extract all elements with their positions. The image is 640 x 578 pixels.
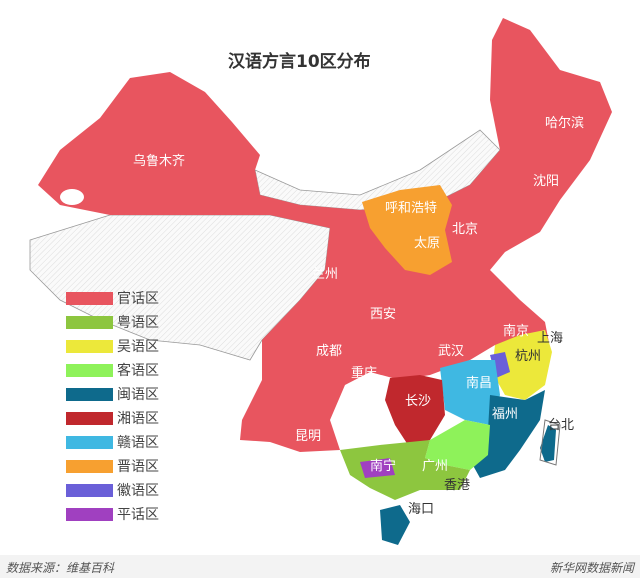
legend-label: 吴语区	[117, 339, 159, 355]
taiwan-outline	[539, 419, 561, 466]
legend-label: 赣语区	[117, 435, 159, 451]
city-label: 海口	[408, 502, 435, 517]
legend-item: 官话区	[66, 286, 159, 310]
city-label: 太原	[414, 236, 441, 251]
legend-swatch	[66, 291, 113, 305]
city-label: 重庆	[351, 366, 378, 381]
legend-label: 官话区	[117, 291, 159, 307]
legend-swatch	[66, 339, 113, 353]
region-ping	[360, 458, 395, 478]
region-gan	[440, 360, 500, 425]
legend: 官话区粤语区吴语区客语区闽语区湘语区赣语区晋语区徽语区平话区	[66, 286, 159, 526]
region-guanhua	[38, 18, 612, 452]
map-title: 汉语方言10区分布	[228, 52, 371, 72]
legend-label: 湘语区	[117, 411, 159, 427]
legend-item: 客语区	[66, 358, 159, 382]
legend-label: 平话区	[117, 507, 159, 523]
city-label: 昆明	[295, 429, 322, 444]
legend-swatch	[66, 483, 113, 497]
legend-item: 吴语区	[66, 334, 159, 358]
brand-credit: 新华网数据新闻	[549, 561, 634, 575]
city-label: 台北	[548, 418, 575, 433]
city-label: 长沙	[405, 394, 432, 409]
city-label: 南昌	[466, 376, 493, 391]
city-label: 杭州	[515, 349, 542, 364]
city-label: 广州	[422, 459, 449, 474]
city-label: 沈阳	[533, 174, 560, 189]
city-label: 北京	[452, 222, 479, 237]
legend-item: 晋语区	[66, 454, 159, 478]
legend-swatch	[66, 363, 113, 377]
city-label: 武汉	[438, 344, 465, 359]
region-jin	[362, 185, 452, 275]
data-source: 数据来源：维基百科	[6, 561, 115, 575]
legend-label: 客语区	[117, 363, 159, 379]
legend-item: 粤语区	[66, 310, 159, 334]
city-label: 西安	[370, 307, 397, 322]
region-min	[380, 390, 556, 545]
region-yue	[340, 440, 470, 500]
city-label: 南京	[503, 324, 530, 339]
legend-item: 平话区	[66, 502, 159, 526]
city-label: 福州	[492, 407, 519, 422]
city-label: 南宁	[370, 459, 397, 474]
city-label: 乌鲁木齐	[133, 154, 186, 169]
legend-label: 闽语区	[117, 387, 159, 403]
legend-swatch	[66, 459, 113, 473]
city-label: 呼和浩特	[385, 201, 438, 216]
region-xiang	[385, 375, 445, 445]
city-label: 成都	[316, 344, 343, 359]
legend-swatch	[66, 435, 113, 449]
legend-label: 粤语区	[117, 315, 159, 331]
footer: 数据来源：维基百科 新华网数据新闻	[0, 555, 640, 578]
desert-hole	[60, 189, 84, 205]
legend-item: 赣语区	[66, 430, 159, 454]
legend-item: 徽语区	[66, 478, 159, 502]
legend-label: 晋语区	[117, 459, 159, 475]
city-label: 香港	[444, 478, 471, 493]
city-label: 兰州	[312, 267, 339, 282]
legend-item: 湘语区	[66, 406, 159, 430]
legend-swatch	[66, 411, 113, 425]
legend-label: 徽语区	[117, 483, 159, 499]
legend-swatch	[66, 315, 113, 329]
region-hakka	[425, 420, 490, 470]
legend-swatch	[66, 387, 113, 401]
city-label: 哈尔滨	[545, 116, 585, 131]
region-wu	[492, 330, 552, 400]
legend-item: 闽语区	[66, 382, 159, 406]
city-label: 上海	[537, 331, 564, 346]
legend-swatch	[66, 507, 113, 521]
